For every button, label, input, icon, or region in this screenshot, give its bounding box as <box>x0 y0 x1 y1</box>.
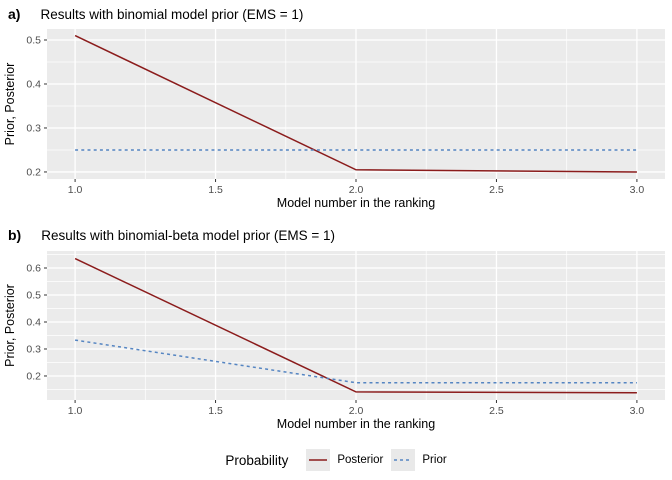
panel-a-title: a) Results with binomial model prior (EMS… <box>8 6 303 24</box>
panel-a-title-text: Results with binomial model prior (EMS =… <box>40 7 304 22</box>
y-tick-label: 0.2 <box>26 166 41 178</box>
posterior-line-sample <box>309 459 328 461</box>
y-tick-label: 0.4 <box>26 78 41 90</box>
y-tick-label: 0.5 <box>26 34 41 46</box>
x-axis-title: Model number in the ranking <box>277 196 435 210</box>
x-tick-label: 2.5 <box>489 184 504 196</box>
y-tick-label: 0.3 <box>26 122 41 134</box>
legend-item-posterior: Posterior <box>306 449 383 471</box>
y-tick-label: 0.2 <box>26 370 41 382</box>
legend-label-posterior: Posterior <box>337 454 384 466</box>
y-tick-label: 0.4 <box>26 316 41 328</box>
posterior-line <box>74 257 637 394</box>
x-tick-label: 2.5 <box>489 405 504 417</box>
prior-line-sample <box>394 459 413 461</box>
legend: Probability Posterior Prior <box>0 446 672 474</box>
panel-b-plot: 1.0 1.5 2.0 2.5 3.0 0.2 0.3 0.4 0.5 0.6 Model numb… <box>3 251 665 431</box>
x-tick-label: 1.5 <box>208 184 223 196</box>
legend-key-posterior <box>306 449 331 471</box>
legend-key-prior <box>391 449 416 471</box>
x-axis-title: Model number in the ranking <box>277 417 435 431</box>
legend-label-prior: Prior <box>422 454 447 466</box>
x-tick-label: 2.0 <box>349 184 364 196</box>
y-axis-title: Prior, Posterior <box>3 63 17 146</box>
prior-line <box>74 339 637 384</box>
x-tick-label: 3.0 <box>630 184 645 196</box>
x-tick-label: 1.0 <box>68 405 83 417</box>
legend-item-prior: Prior <box>391 449 447 471</box>
panel-b-tag: b) <box>8 227 22 243</box>
y-tick-label: 0.5 <box>26 289 41 301</box>
x-tick-label: 3.0 <box>630 405 645 417</box>
y-axis-title: Prior, Posterior <box>3 284 17 367</box>
panel-a-tag: a) <box>8 6 21 22</box>
panel-b-title: b) Results with binomial-beta model prior… <box>8 227 335 245</box>
x-tick-label: 2.0 <box>349 405 364 417</box>
panel-a-plot: 1.0 1.5 2.0 2.5 3.0 0.2 0.3 0.4 0.5 Model number … <box>3 29 665 210</box>
y-tick-label: 0.3 <box>26 343 41 355</box>
panel-b-title-text: Results with binomial-beta model prior (… <box>41 228 335 243</box>
y-tick-label: 0.6 <box>26 263 41 275</box>
posterior-line <box>74 34 637 173</box>
x-tick-label: 1.0 <box>68 184 83 196</box>
legend-title: Probability <box>225 452 289 468</box>
x-tick-label: 1.5 <box>208 405 223 417</box>
